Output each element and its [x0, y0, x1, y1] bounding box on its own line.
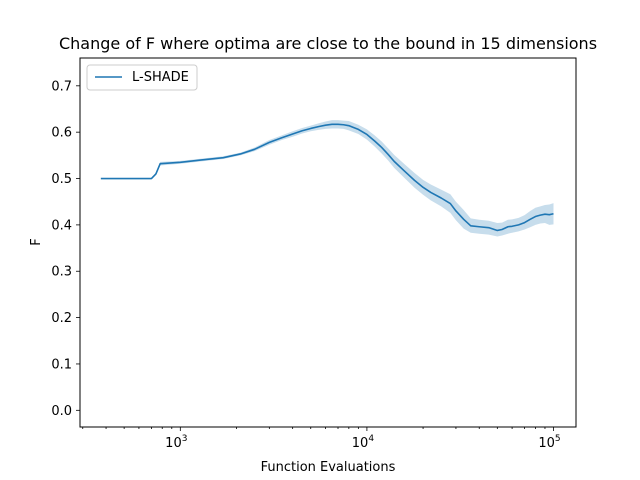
legend-box	[86, 64, 198, 91]
x-tick-base: 10	[352, 436, 369, 451]
series-confidence-band	[100, 120, 554, 237]
x-tick-label: 103	[165, 434, 187, 451]
axes-frame	[79, 57, 577, 428]
x-tick-exponent: 3	[182, 434, 188, 444]
y-tick-label: 0.4	[51, 218, 72, 233]
y-tick-label: 0.5	[51, 172, 72, 187]
y-tick-label: 0.6	[51, 126, 72, 141]
y-axis-ticks: 0.0 0.1 0.2 0.3 0.4 0.5 0.6 0.7	[51, 79, 80, 419]
x-tick-exponent: 5	[555, 434, 561, 444]
y-tick-label: 0.7	[51, 79, 72, 94]
plot-area	[100, 120, 554, 237]
chart-title: Change of F where optima are close to th…	[59, 34, 597, 53]
x-axis-label: Function Evaluations	[261, 460, 396, 475]
series-line	[100, 123, 554, 232]
y-tick-label: 0.2	[51, 311, 72, 326]
legend-label: L-SHADE	[132, 70, 189, 85]
x-tick-label: 105	[538, 434, 560, 451]
y-tick-label: 0.3	[51, 265, 72, 280]
series-line-layer	[100, 123, 554, 232]
x-tick-label: 104	[352, 434, 375, 451]
y-tick-label: 0.0	[51, 404, 72, 419]
y-tick-label: 0.1	[51, 357, 72, 372]
x-tick-base: 10	[165, 436, 182, 451]
x-axis-ticks: 103 104 105	[82, 427, 561, 451]
confidence-band-layer	[100, 120, 554, 237]
y-axis-label: F	[29, 238, 44, 245]
legend: L-SHADE	[86, 64, 198, 91]
x-tick-exponent: 4	[368, 434, 374, 444]
x-tick-base: 10	[538, 436, 555, 451]
